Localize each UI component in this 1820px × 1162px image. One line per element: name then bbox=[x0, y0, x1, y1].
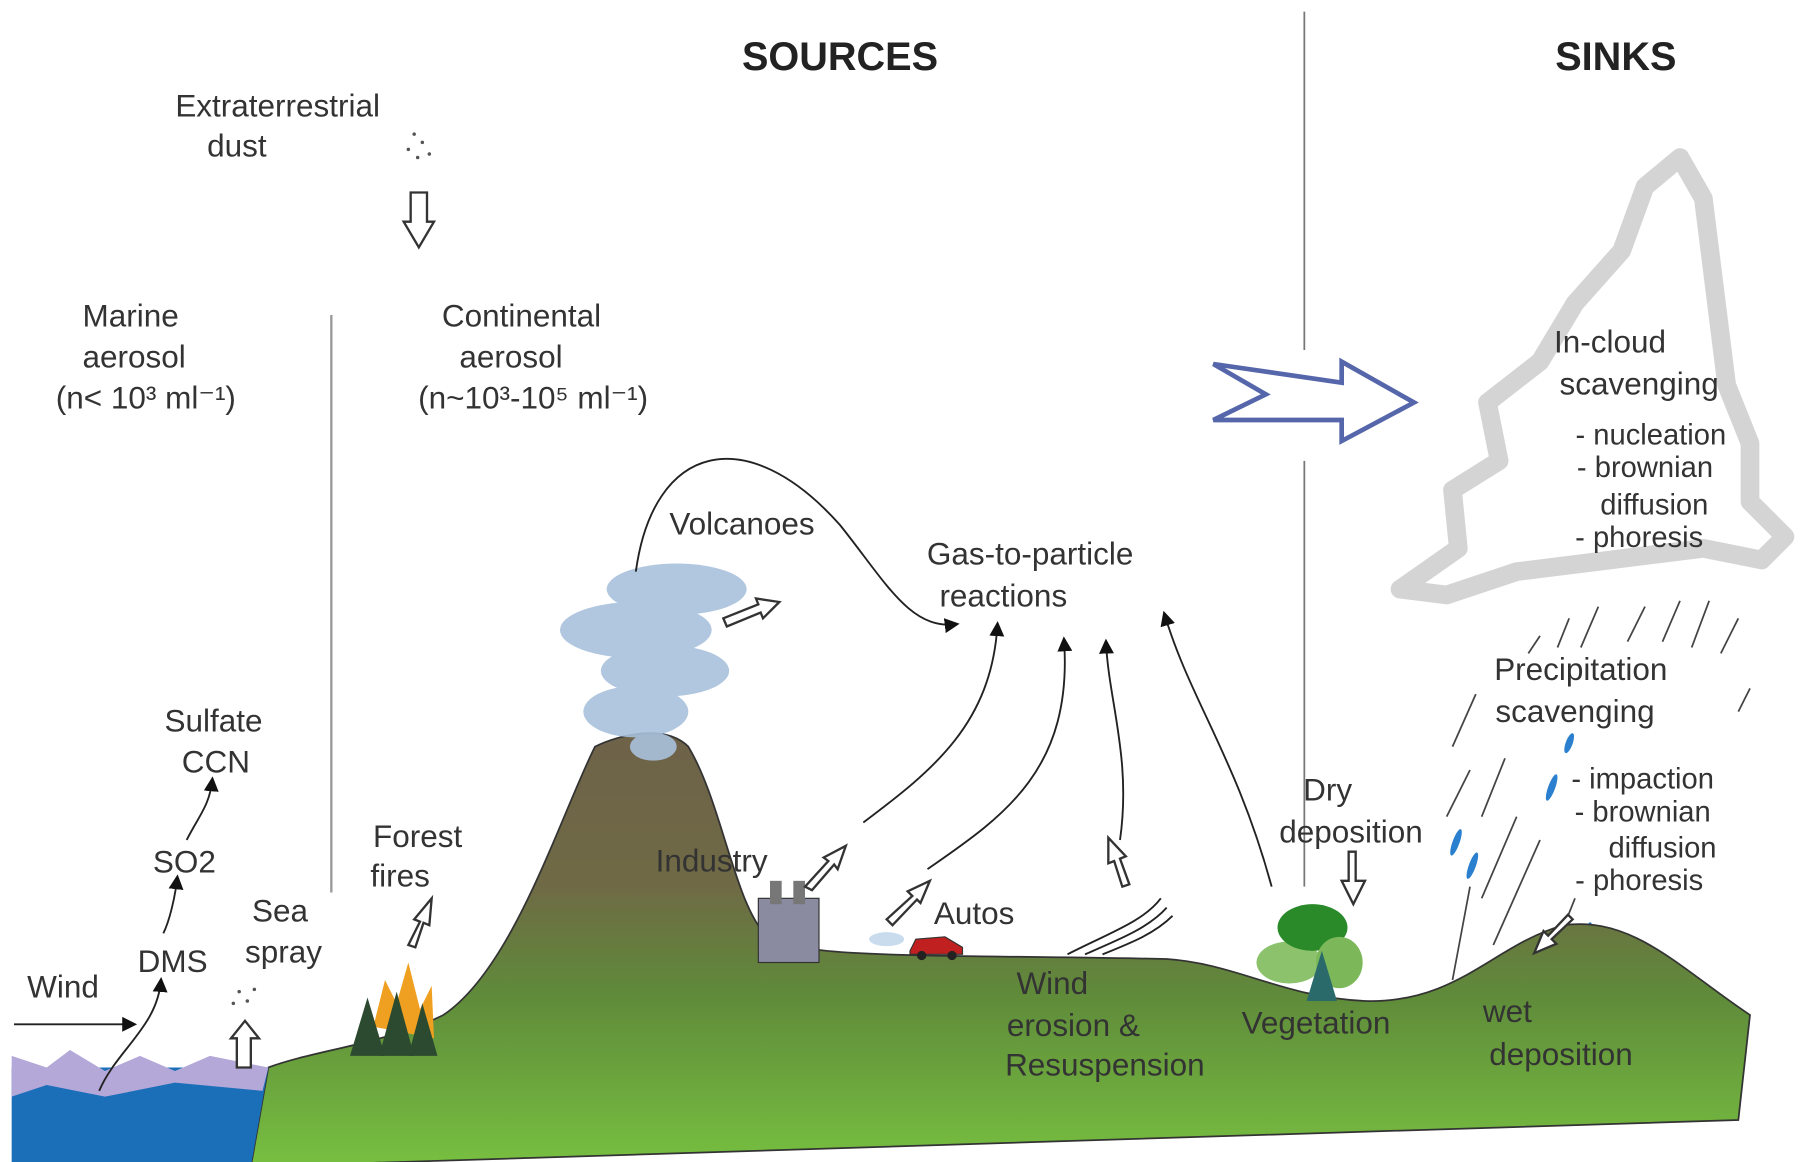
car bbox=[869, 932, 964, 961]
factory bbox=[757, 880, 820, 964]
label: aerosol bbox=[459, 339, 562, 375]
label: wet bbox=[1482, 993, 1532, 1029]
volcano-plume bbox=[560, 563, 747, 761]
label: fires bbox=[370, 858, 429, 894]
label: DMS bbox=[138, 943, 208, 979]
label: Resuspension bbox=[1005, 1047, 1205, 1083]
flow-arrow bbox=[1212, 357, 1419, 445]
label: deposition bbox=[1489, 1036, 1633, 1072]
label: Autos bbox=[934, 895, 1015, 931]
label: Industry bbox=[656, 843, 768, 879]
label: aerosol bbox=[83, 339, 186, 375]
label: (n~10³-10⁵ ml⁻¹) bbox=[418, 379, 648, 415]
label: CCN bbox=[182, 743, 250, 779]
heading: SOURCES bbox=[742, 35, 938, 79]
label: - phoresis bbox=[1575, 522, 1703, 554]
label: (n< 10³ ml⁻¹) bbox=[56, 379, 236, 415]
label: - impaction bbox=[1571, 764, 1714, 796]
label: Wind bbox=[27, 968, 99, 1004]
label: Continental bbox=[442, 298, 601, 334]
rain bbox=[1445, 600, 1751, 981]
label: Dry bbox=[1303, 771, 1352, 807]
flow-lines bbox=[14, 458, 1273, 1092]
label: SO2 bbox=[153, 844, 216, 880]
ground bbox=[250, 732, 1751, 1162]
label: - phoresis bbox=[1575, 865, 1703, 897]
label: - nucleation bbox=[1575, 420, 1726, 452]
label: - brownian bbox=[1575, 796, 1711, 828]
label: Precipitation bbox=[1494, 651, 1667, 687]
label: reactions bbox=[939, 578, 1067, 614]
label: Marine bbox=[83, 298, 179, 334]
label: Volcanoes bbox=[669, 505, 814, 541]
label: - brownian bbox=[1577, 452, 1713, 484]
vegetation-trees bbox=[1256, 904, 1363, 1001]
cloud bbox=[1390, 148, 1795, 605]
label: diffusion bbox=[1600, 490, 1708, 522]
ocean bbox=[11, 1067, 269, 1162]
dust bbox=[231, 132, 432, 1006]
label: diffusion bbox=[1608, 833, 1716, 865]
label: scavenging bbox=[1560, 365, 1719, 401]
label: dust bbox=[207, 127, 267, 163]
label: In-cloud bbox=[1554, 323, 1666, 359]
label: scavenging bbox=[1495, 693, 1654, 729]
label: deposition bbox=[1279, 813, 1423, 849]
waves bbox=[11, 1050, 269, 1097]
label: Sea bbox=[252, 893, 309, 929]
label: Gas-to-particle bbox=[927, 536, 1133, 572]
label: Extraterrestrial bbox=[175, 88, 380, 124]
label: Vegetation bbox=[1242, 1005, 1391, 1041]
trees bbox=[350, 991, 438, 1056]
heading: SINKS bbox=[1555, 35, 1676, 79]
label: Sulfate bbox=[164, 703, 262, 739]
label: Wind bbox=[1016, 965, 1088, 1001]
label: Forest bbox=[373, 818, 462, 854]
label: erosion & bbox=[1007, 1007, 1140, 1043]
open-arrows bbox=[228, 191, 1575, 1069]
label: spray bbox=[245, 933, 322, 969]
